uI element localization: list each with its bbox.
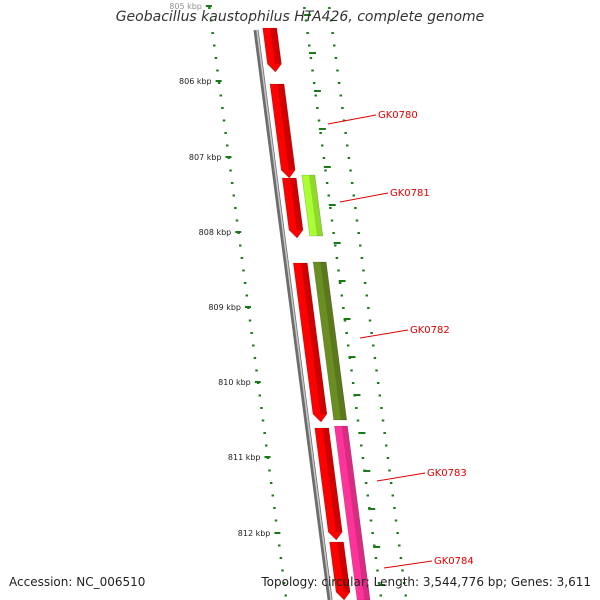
gene-block-gk0782-shade bbox=[320, 262, 347, 420]
label-leader-line bbox=[383, 560, 433, 569]
cds-arrow-shade bbox=[270, 28, 282, 64]
gene-label: GK0783 bbox=[427, 468, 467, 479]
cds-arrow-shade bbox=[277, 84, 296, 170]
cds-arrow bbox=[292, 262, 328, 423]
tick-label: 811 kbp bbox=[228, 453, 261, 462]
label-leader-line bbox=[376, 472, 426, 482]
gene-label: GK0782 bbox=[410, 325, 450, 336]
cds-arrow bbox=[269, 83, 296, 179]
tick-label: 810 kbp bbox=[218, 378, 251, 387]
tick-label: 807 kbp bbox=[189, 153, 222, 162]
gene-block-gk0781-shade bbox=[309, 175, 323, 236]
backbone-highlight bbox=[256, 29, 332, 600]
cds-arrow-shade bbox=[337, 542, 351, 592]
tick-label: 809 kbp bbox=[208, 303, 241, 312]
cds-arrow bbox=[314, 427, 343, 541]
map-title: Geobacillus kaustophilus HTA426, complet… bbox=[115, 9, 485, 25]
gene-block-gk0783 bbox=[334, 425, 371, 600]
topology-text: Topology: circular; Length: 3,544,776 bp… bbox=[261, 575, 591, 589]
label-leader-line bbox=[339, 192, 389, 203]
label-leader-line bbox=[327, 114, 377, 125]
cds-arrow bbox=[262, 27, 282, 73]
tick-label: 812 kbp bbox=[238, 529, 271, 538]
cds-arrow bbox=[281, 177, 304, 239]
cds-arrow-shade bbox=[322, 428, 343, 532]
gene-label: GK0780 bbox=[378, 110, 418, 121]
genome-backbone bbox=[253, 29, 333, 600]
tick-label: 806 kbp bbox=[179, 77, 212, 86]
gene-label: GK0784 bbox=[434, 556, 474, 567]
gene-block-gk0783-shade bbox=[341, 426, 371, 600]
cds-arrow-shade bbox=[300, 263, 327, 414]
tick-label: 805 kbp bbox=[169, 2, 202, 11]
tick-label: 808 kbp bbox=[199, 228, 232, 237]
label-leader-line bbox=[359, 329, 409, 339]
gene-block-gk0781 bbox=[301, 174, 324, 237]
gene-block-gk0782 bbox=[312, 261, 348, 421]
accession-text: Accession: NC_006510 bbox=[9, 575, 146, 589]
gene-label: GK0781 bbox=[390, 188, 430, 199]
cds-arrow-shade bbox=[289, 178, 303, 230]
cds-arrow bbox=[329, 541, 351, 600]
